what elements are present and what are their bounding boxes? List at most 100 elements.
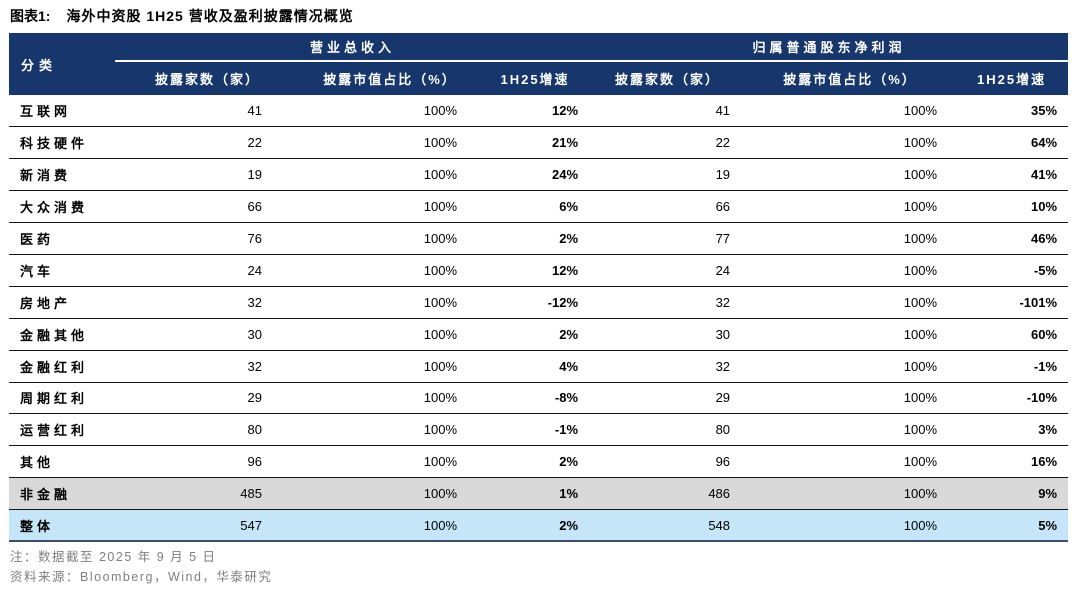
profit-growth-cell: -101% bbox=[955, 286, 1069, 319]
revenue-count-cell: 76 bbox=[115, 222, 300, 255]
revenue-mv-share-cell: 100% bbox=[300, 286, 480, 319]
profit-count-cell: 80 bbox=[590, 413, 746, 447]
profit-count-cell: 41 bbox=[590, 95, 746, 128]
figure-label: 图表1: bbox=[10, 8, 51, 24]
revenue-mv-share-cell: 100% bbox=[300, 190, 480, 224]
category-cell: 医药 bbox=[9, 222, 115, 255]
source-note: 资料来源：Bloomberg，Wind，华泰研究 bbox=[10, 570, 273, 585]
revenue-growth-cell: 2% bbox=[480, 509, 591, 543]
category-cell: 运营红利 bbox=[9, 413, 115, 447]
category-cell: 其他 bbox=[9, 445, 115, 479]
revenue-count-cell: 22 bbox=[115, 126, 300, 160]
revenue-mv-share-cell: 100% bbox=[300, 95, 480, 128]
revenue-growth-cell: -8% bbox=[480, 382, 591, 415]
category-cell: 非金融 bbox=[9, 477, 115, 511]
table-row: 医药 76 100% 2% 77 100% 46% bbox=[9, 222, 1069, 255]
table-row: 其他 96 100% 2% 96 100% 16% bbox=[9, 445, 1069, 479]
revenue-growth-cell: 12% bbox=[480, 254, 591, 287]
revenue-growth-cell: 2% bbox=[480, 222, 591, 255]
figure-title: 图表1: 海外中资股 1H25 营收及盈利披露情况概览 bbox=[10, 6, 1080, 27]
revenue-growth-cell: 21% bbox=[480, 126, 591, 160]
revenue-growth-cell: 6% bbox=[480, 190, 591, 224]
column-group-revenue: 营业总收入 bbox=[115, 33, 591, 62]
profit-growth-cell: -5% bbox=[955, 254, 1069, 287]
table-row: 整体 547 100% 2% 548 100% 5% bbox=[9, 509, 1069, 543]
category-cell: 金融红利 bbox=[9, 350, 115, 383]
profit-growth-cell: 10% bbox=[955, 190, 1069, 224]
profit-count-cell: 548 bbox=[590, 509, 746, 543]
column-header-revenue-growth: 1H25增速 bbox=[480, 61, 591, 95]
table-row: 金融红利 32 100% 4% 32 100% -1% bbox=[9, 350, 1069, 383]
revenue-count-cell: 32 bbox=[115, 350, 300, 383]
revenue-mv-share-cell: 100% bbox=[300, 158, 480, 192]
column-header-revenue-mv-share: 披露市值占比（%） bbox=[300, 61, 480, 95]
revenue-mv-share-cell: 100% bbox=[300, 382, 480, 415]
table-row: 汽车 24 100% 12% 24 100% -5% bbox=[9, 254, 1069, 287]
column-header-profit-mv-share: 披露市值占比（%） bbox=[745, 61, 956, 95]
revenue-growth-cell: 12% bbox=[480, 95, 591, 128]
profit-growth-cell: 16% bbox=[955, 445, 1069, 479]
category-cell: 互联网 bbox=[9, 95, 115, 128]
revenue-count-cell: 19 bbox=[115, 158, 300, 192]
revenue-count-cell: 485 bbox=[115, 477, 300, 511]
revenue-count-cell: 547 bbox=[115, 509, 300, 543]
table-row: 运营红利 80 100% -1% 80 100% 3% bbox=[9, 413, 1069, 447]
profit-count-cell: 77 bbox=[590, 222, 746, 255]
table-row: 金融其他 30 100% 2% 30 100% 60% bbox=[9, 318, 1069, 351]
category-cell: 周期红利 bbox=[9, 382, 115, 415]
profit-count-cell: 32 bbox=[590, 286, 746, 319]
revenue-count-cell: 29 bbox=[115, 382, 300, 415]
revenue-count-cell: 30 bbox=[115, 318, 300, 351]
profit-mv-share-cell: 100% bbox=[745, 254, 956, 287]
revenue-growth-cell: 2% bbox=[480, 445, 591, 479]
revenue-mv-share-cell: 100% bbox=[300, 222, 480, 255]
disclosure-table: 分类 营业总收入 归属普通股东净利润 披露家数（家） 披露市值占比（%） 1H2… bbox=[9, 33, 1069, 543]
revenue-mv-share-cell: 100% bbox=[300, 350, 480, 383]
profit-count-cell: 66 bbox=[590, 190, 746, 224]
revenue-mv-share-cell: 100% bbox=[300, 318, 480, 351]
revenue-mv-share-cell: 100% bbox=[300, 445, 480, 479]
profit-count-cell: 29 bbox=[590, 382, 746, 415]
revenue-growth-cell: -12% bbox=[480, 286, 591, 319]
figure-name: 海外中资股 1H25 营收及盈利披露情况概览 bbox=[66, 8, 354, 24]
column-header-revenue-count: 披露家数（家） bbox=[115, 61, 300, 95]
data-cutoff-note: 注：数据截至 2025 年 9 月 5 日 bbox=[10, 550, 217, 565]
profit-mv-share-cell: 100% bbox=[745, 318, 956, 351]
revenue-count-cell: 96 bbox=[115, 445, 300, 479]
profit-mv-share-cell: 100% bbox=[745, 158, 956, 192]
revenue-count-cell: 24 bbox=[115, 254, 300, 287]
profit-growth-cell: -1% bbox=[955, 350, 1069, 383]
column-header-category: 分类 bbox=[9, 33, 115, 95]
profit-growth-cell: 9% bbox=[955, 477, 1069, 511]
profit-count-cell: 96 bbox=[590, 445, 746, 479]
profit-count-cell: 486 bbox=[590, 477, 746, 511]
profit-mv-share-cell: 100% bbox=[745, 350, 956, 383]
revenue-growth-cell: 1% bbox=[480, 477, 591, 511]
profit-growth-cell: 64% bbox=[955, 126, 1069, 160]
revenue-growth-cell: 2% bbox=[480, 318, 591, 351]
category-cell: 房地产 bbox=[9, 286, 115, 319]
profit-count-cell: 32 bbox=[590, 350, 746, 383]
profit-growth-cell: 35% bbox=[955, 95, 1069, 128]
revenue-count-cell: 41 bbox=[115, 95, 300, 128]
profit-mv-share-cell: 100% bbox=[745, 477, 956, 511]
profit-mv-share-cell: 100% bbox=[745, 95, 956, 128]
category-cell: 整体 bbox=[9, 509, 115, 543]
table-row: 新消费 19 100% 24% 19 100% 41% bbox=[9, 158, 1069, 192]
revenue-count-cell: 66 bbox=[115, 190, 300, 224]
header-sub-row: 披露家数（家） 披露市值占比（%） 1H25增速 披露家数（家） 披露市值占比（… bbox=[9, 61, 1069, 95]
category-cell: 大众消费 bbox=[9, 190, 115, 224]
profit-growth-cell: 5% bbox=[955, 509, 1069, 543]
profit-mv-share-cell: 100% bbox=[745, 382, 956, 415]
revenue-mv-share-cell: 100% bbox=[300, 254, 480, 287]
revenue-mv-share-cell: 100% bbox=[300, 477, 480, 511]
category-cell: 金融其他 bbox=[9, 318, 115, 351]
revenue-count-cell: 32 bbox=[115, 286, 300, 319]
table-row: 周期红利 29 100% -8% 29 100% -10% bbox=[9, 382, 1069, 415]
revenue-mv-share-cell: 100% bbox=[300, 126, 480, 160]
profit-count-cell: 30 bbox=[590, 318, 746, 351]
profit-mv-share-cell: 100% bbox=[745, 222, 956, 255]
profit-growth-cell: 60% bbox=[955, 318, 1069, 351]
table-row: 互联网 41 100% 12% 41 100% 35% bbox=[9, 95, 1069, 128]
profit-count-cell: 19 bbox=[590, 158, 746, 192]
